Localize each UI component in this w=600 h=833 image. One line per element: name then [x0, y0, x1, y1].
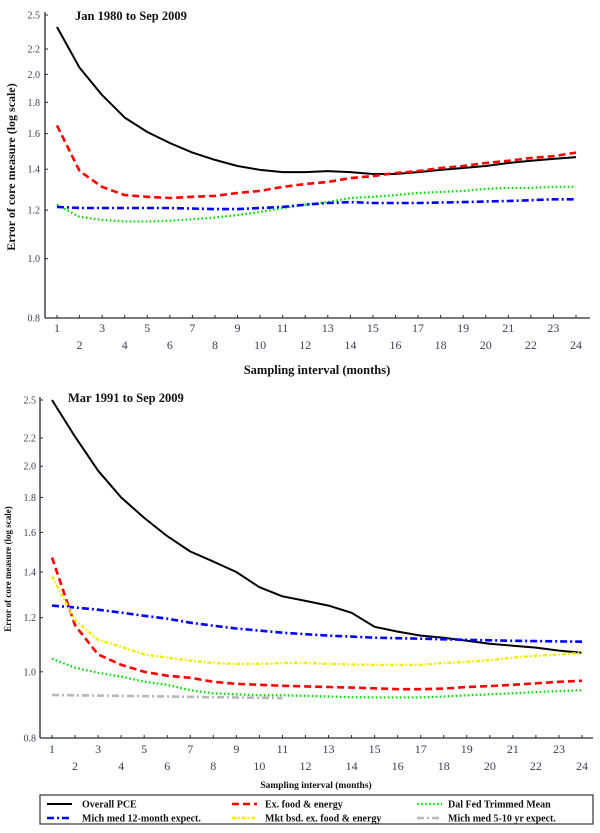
y-tick-label: 2.0 — [24, 462, 37, 473]
y-tick-label: 1.8 — [28, 98, 41, 109]
x-tick-label: 4 — [122, 338, 128, 352]
x-tick-label: 22 — [530, 759, 542, 773]
x-tick-label: 11 — [277, 321, 289, 335]
y-axis-label: Error of core measure (log scale) — [3, 506, 13, 632]
x-tick-label: 12 — [299, 338, 311, 352]
series-line-mich-med-12-month-expect — [51, 604, 583, 643]
y-axis-label: Error of core measure (log scale) — [4, 83, 18, 250]
x-tick-label: 15 — [369, 742, 381, 756]
legend-label: Ex. food & energy — [265, 800, 343, 811]
x-tick-label: 16 — [389, 338, 401, 352]
legend-label: Overall PCE — [82, 800, 137, 811]
x-tick-label: 24 — [570, 338, 582, 352]
x-tick-label: 15 — [367, 321, 379, 335]
y-tick-label: 2.5 — [28, 11, 41, 22]
y-tick-label: 1.6 — [24, 528, 37, 539]
legend-entry-overall-pce: Overall PCE — [47, 800, 137, 811]
x-tick-label: 20 — [480, 338, 492, 352]
y-tick-label: 1.2 — [28, 206, 41, 217]
x-tick-label: 18 — [435, 338, 447, 352]
legend-entry-mkt-bsd-ex-food-energy: Mkt bsd. ex. food & energy — [232, 814, 381, 825]
x-tick-label: 9 — [235, 321, 241, 335]
x-tick-label: 21 — [507, 742, 519, 756]
y-tick-label: 2.2 — [24, 433, 37, 444]
x-tick-label: 7 — [187, 742, 193, 756]
x-tick-label: 8 — [210, 759, 216, 773]
legend: Overall PCE Ex. food & energy Dal Fed Trim… — [39, 794, 594, 825]
series-line-ex-food-energy — [55, 124, 577, 200]
y-tick-label: 2.0 — [28, 70, 41, 81]
series-line-overall-pce — [56, 26, 577, 175]
y-tick-label: 1.2 — [24, 613, 37, 624]
x-tick-label: 8 — [212, 338, 218, 352]
y-tick-label: 1.4 — [28, 165, 41, 176]
legend-entry-ex-food-energy: Ex. food & energy — [232, 800, 343, 811]
x-tick-label: 12 — [299, 759, 311, 773]
chart-title: Mar 1991 to Sep 2009 — [68, 391, 184, 405]
x-tick-label: 11 — [277, 742, 289, 756]
chart-top: 0.81.01.21.41.61.82.02.22.51234567891011… — [4, 9, 590, 377]
x-tick-label: 21 — [502, 321, 514, 335]
x-tick-label: 10 — [254, 338, 266, 352]
y-tick-label: 2.5 — [24, 396, 37, 407]
x-tick-label: 5 — [141, 742, 147, 756]
x-tick-label: 3 — [99, 321, 105, 335]
x-axis-label: Sampling interval (months) — [244, 363, 391, 377]
x-tick-label: 16 — [392, 759, 404, 773]
series-line-mkt-bsd-ex-food-energy — [50, 575, 583, 666]
x-tick-label: 22 — [525, 338, 537, 352]
x-tick-label: 5 — [144, 321, 150, 335]
x-tick-label: 6 — [167, 338, 173, 352]
x-tick-label: 20 — [484, 759, 496, 773]
x-tick-label: 7 — [189, 321, 195, 335]
x-tick-label: 18 — [438, 759, 450, 773]
chart-bottom: 0.81.01.21.41.61.82.02.22.51234567891011… — [3, 391, 593, 791]
legend-label: Mich med 5-10 yr expect. — [448, 814, 556, 825]
series-line-mich-med-12-month-expect — [56, 198, 576, 211]
x-tick-label: 2 — [72, 759, 78, 773]
x-tick-label: 19 — [457, 321, 469, 335]
y-tick-label: 1.0 — [24, 667, 37, 678]
legend-entry-mich-med-12-month-expect: Mich med 12-month expect. — [47, 814, 201, 825]
y-tick-label: 0.8 — [24, 734, 37, 745]
series-line-mich-med-5-10-yr-expect — [51, 693, 283, 700]
x-tick-label: 13 — [323, 742, 335, 756]
y-tick-label: 1.6 — [28, 129, 41, 140]
x-tick-label: 14 — [346, 759, 358, 773]
x-tick-label: 2 — [77, 338, 83, 352]
x-tick-label: 23 — [553, 742, 565, 756]
legend-box — [39, 794, 594, 825]
x-tick-label: 17 — [412, 321, 424, 335]
legend-entry-dal-fed-trimmed-mean: Dal Fed Trimmed Mean — [417, 800, 551, 811]
y-tick-label: 1.0 — [28, 254, 41, 265]
x-tick-label: 1 — [54, 321, 60, 335]
y-tick-label: 2.2 — [28, 44, 41, 55]
legend-label: Dal Fed Trimmed Mean — [448, 800, 551, 811]
legend-label: Mich med 12-month expect. — [82, 814, 201, 825]
x-axis-label: Sampling interval (months) — [260, 780, 371, 791]
x-tick-label: 17 — [415, 742, 427, 756]
x-tick-label: 6 — [164, 759, 170, 773]
y-tick-label: 1.4 — [24, 567, 37, 578]
x-tick-label: 13 — [322, 321, 334, 335]
series-line-overall-pce — [51, 399, 583, 654]
legend-label: Mkt bsd. ex. food & energy — [265, 814, 381, 825]
series-line-ex-food-energy — [50, 557, 583, 691]
x-tick-label: 3 — [95, 742, 101, 756]
x-tick-label: 19 — [461, 742, 473, 756]
series-line-dal-fed-trimmed-mean — [51, 657, 583, 699]
x-tick-label: 4 — [118, 759, 124, 773]
x-tick-label: 1 — [49, 742, 55, 756]
x-tick-label: 10 — [253, 759, 265, 773]
chart-title: Jan 1980 to Sep 2009 — [75, 9, 187, 23]
x-tick-label: 9 — [233, 742, 239, 756]
legend-entry-mich-med-5-10-yr-expect: Mich med 5-10 yr expect. — [417, 814, 556, 825]
y-tick-label: 1.8 — [24, 493, 37, 504]
x-tick-label: 23 — [547, 321, 559, 335]
x-tick-label: 24 — [576, 759, 588, 773]
x-tick-label: 14 — [344, 338, 356, 352]
y-tick-label: 0.8 — [28, 314, 41, 325]
